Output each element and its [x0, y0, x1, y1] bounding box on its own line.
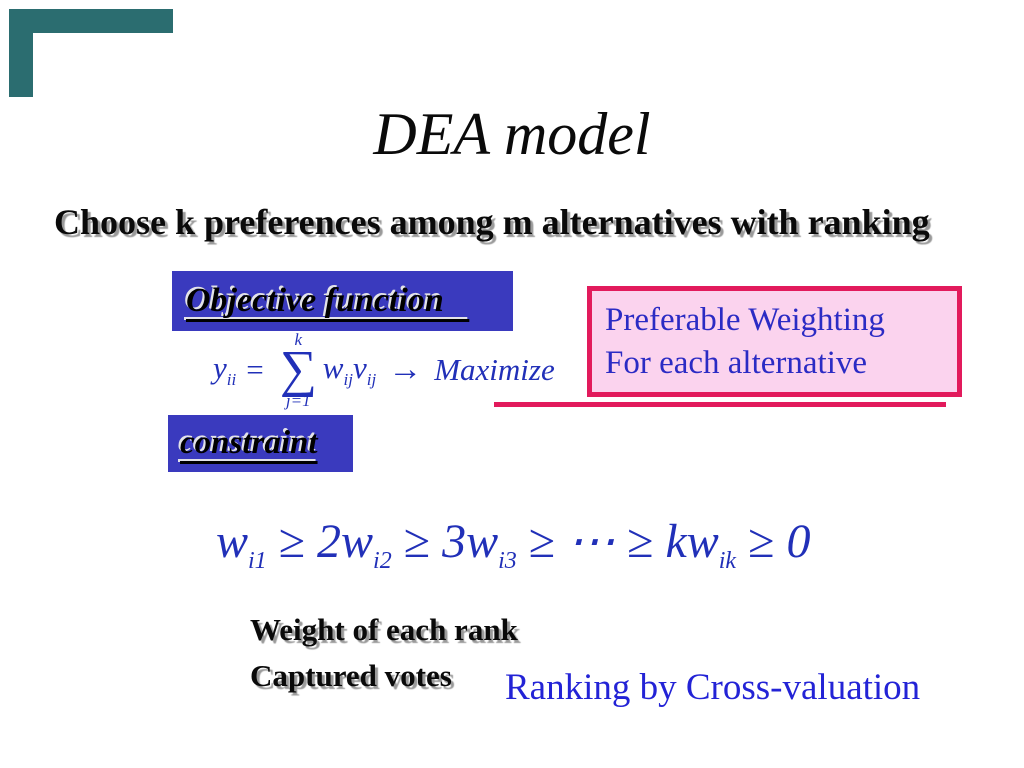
- summation-upper-limit: k: [294, 329, 303, 349]
- constraint-box: constraint: [168, 415, 353, 472]
- footer-ranking-note: Ranking by Cross-valuation: [505, 667, 921, 708]
- equals-sign: =: [246, 352, 264, 387]
- formula2-term-1: wi1: [216, 515, 267, 574]
- geq-symbol-3: ≥: [528, 515, 556, 568]
- slide-title: DEA model: [373, 101, 651, 167]
- formula2-zero: 0: [786, 515, 811, 568]
- callout-line-1: Preferable Weighting: [605, 302, 885, 338]
- right-arrow-symbol: →: [388, 351, 423, 388]
- corner-accent-horizontal-bar: [9, 9, 173, 33]
- slide-subtitle: Choose k preferences among m alternative…: [54, 202, 930, 242]
- objective-function-label: Objective function: [186, 282, 470, 319]
- formula2-term-4: kwik: [665, 515, 737, 574]
- preferable-weighting-callout: Preferable Weighting For each alternativ…: [587, 286, 962, 397]
- geq-symbol-1: ≥: [278, 515, 306, 568]
- formula1-term-w: wij: [322, 350, 353, 389]
- summation-stack: k ∑ j=1: [280, 331, 317, 409]
- formula2-sub-1: i1: [248, 547, 267, 574]
- weight-constraint-formula: wi1 ≥2wi2 ≥3wi3 ≥ ⋯ ≥ kwik ≥0: [216, 514, 810, 575]
- geq-symbol-4: ≥: [627, 515, 654, 568]
- formula2-sub-4: ik: [718, 547, 737, 574]
- objective-formula: yii = k ∑ j=1 wij vij → Maximize: [213, 330, 555, 410]
- formula1-w-subscript: ij: [343, 369, 353, 389]
- crimson-underline-rule: [494, 402, 946, 407]
- constraint-label: constraint: [180, 425, 318, 461]
- objective-function-box: Objective function: [172, 271, 513, 331]
- formula2-term-2: 2wi2: [317, 515, 392, 574]
- note-captured-votes: Captured votes: [250, 658, 452, 693]
- formula1-lhs-subscript: ii: [226, 369, 237, 389]
- formula2-sub-3: i3: [498, 547, 517, 574]
- geq-symbol-2: ≥: [403, 515, 431, 568]
- callout-line-2: For each alternative: [605, 345, 868, 381]
- formula2-sub-2: i2: [373, 547, 392, 574]
- formula1-goal: Maximize: [434, 352, 555, 387]
- formula2-term-3: 3wi3: [442, 515, 517, 574]
- formula1-lhs: yii: [213, 350, 237, 389]
- geq-symbol-5: ≥: [748, 515, 775, 568]
- ellipsis-dots: ⋯: [567, 515, 616, 568]
- summation-lower-limit: j=1: [285, 391, 311, 411]
- formula1-v-subscript: ij: [366, 369, 377, 389]
- note-weight-of-each-rank: Weight of each rank: [250, 612, 518, 647]
- summation-sigma-glyph: ∑: [279, 340, 317, 398]
- formula1-term-v: vij: [352, 350, 377, 389]
